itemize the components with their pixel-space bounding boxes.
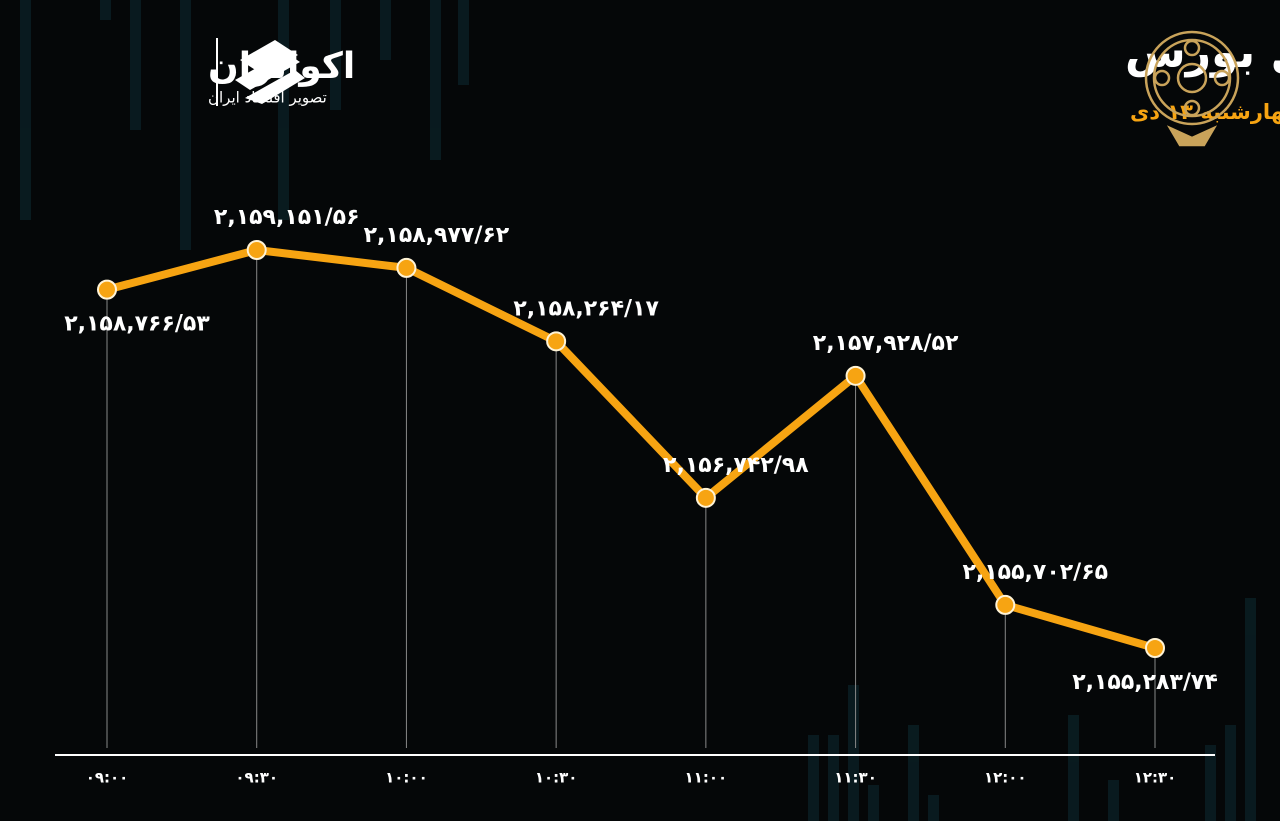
x-tick-label: ۱۱:۰۰ — [685, 769, 728, 787]
x-tick-label: ۱۲:۰۰ — [984, 769, 1027, 787]
value-label: ۲,۱۵۵,۷۰۲/۶۵ — [962, 560, 1108, 585]
point — [246, 240, 267, 260]
value-label: ۲,۱۵۸,۹۷۷/۶۲ — [364, 223, 510, 248]
value-label: ۲,۱۵۸,۷۶۶/۵۳ — [64, 312, 210, 337]
x-tick-label: ۱۰:۳۰ — [535, 769, 578, 787]
brand-tagline: تصویر اقتصاد ایران — [208, 89, 327, 107]
value-label: ۲,۱۵۵,۲۸۳/۷۴ — [1072, 670, 1218, 695]
point — [695, 487, 716, 508]
bourse-emblem — [1144, 30, 1240, 147]
point — [546, 331, 567, 352]
value-label: ۲,۱۵۸,۲۶۴/۱۷ — [513, 296, 659, 321]
x-tick-label: ۰۹:۰۰ — [86, 769, 129, 787]
x-tick-label: ۱۰:۰۰ — [385, 769, 428, 787]
background-bars — [20, 0, 1256, 821]
value-label: ۲,۱۵۶,۷۴۲/۹۸ — [663, 453, 809, 478]
point — [97, 279, 117, 300]
value-label: ۲,۱۵۹,۱۵۱/۵۶ — [214, 205, 360, 230]
line — [105, 246, 1157, 652]
brand-logo — [216, 38, 305, 106]
value-label: ۲,۱۵۷,۹۲۸/۵۲ — [813, 331, 959, 356]
point — [396, 257, 417, 278]
x-tick-label: ۰۹:۳۰ — [235, 769, 278, 787]
x-tick-label: ۱۱:۳۰ — [834, 769, 877, 787]
point — [995, 594, 1016, 615]
point — [845, 365, 866, 386]
brand-name: اکوایران — [208, 46, 355, 87]
point — [1145, 638, 1165, 658]
x-tick-label: ۱۲:۳۰ — [1134, 769, 1177, 787]
